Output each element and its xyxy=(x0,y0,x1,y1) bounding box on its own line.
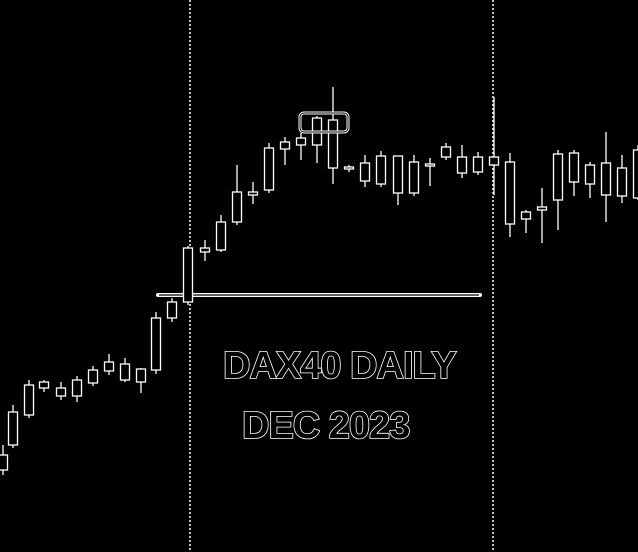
candle-body xyxy=(632,149,638,199)
candle-37 xyxy=(568,150,580,196)
candle-33 xyxy=(504,153,516,237)
candle-body xyxy=(23,384,35,416)
candle-5 xyxy=(55,382,67,400)
candle-34 xyxy=(520,210,532,233)
candle-26 xyxy=(392,155,404,205)
candle-14 xyxy=(199,240,211,261)
candle-18 xyxy=(263,143,275,193)
chart-subtitle: DEC 2023 xyxy=(242,405,409,447)
candle-body xyxy=(408,161,420,194)
candle-body xyxy=(247,191,259,196)
candle-body xyxy=(38,381,50,389)
candle-30 xyxy=(456,145,468,178)
candle-body xyxy=(392,155,404,194)
candle-12 xyxy=(166,298,178,322)
candle-body xyxy=(103,361,115,372)
candle-22 xyxy=(327,87,339,184)
candle-15 xyxy=(215,215,227,252)
candle-2 xyxy=(7,405,19,448)
candle-4 xyxy=(38,380,50,392)
candle-25 xyxy=(375,151,387,187)
candle-19 xyxy=(279,137,291,165)
candle-body xyxy=(504,161,516,225)
title-layer: DAX40 DAILY DEC 2023 xyxy=(222,344,458,448)
candle-body xyxy=(263,147,275,191)
candle-body xyxy=(552,153,564,201)
candle-body xyxy=(182,247,194,303)
candle-31 xyxy=(472,152,484,175)
candle-body xyxy=(87,369,99,384)
candle-body xyxy=(584,164,596,185)
candle-body xyxy=(327,119,339,169)
candle-body xyxy=(150,317,162,371)
candle-body xyxy=(0,454,9,471)
candle-10 xyxy=(135,368,147,393)
candle-body xyxy=(199,247,211,253)
candle-body xyxy=(119,363,131,381)
candle-body xyxy=(55,387,67,397)
candle-body xyxy=(359,162,371,182)
candle-body xyxy=(616,167,628,197)
candle-body xyxy=(166,301,178,319)
candle-24 xyxy=(359,155,371,187)
candle-body xyxy=(568,152,580,183)
candle-29 xyxy=(440,143,452,160)
candle-body xyxy=(375,155,387,185)
candle-38 xyxy=(584,162,596,198)
candle-body xyxy=(424,163,436,167)
candle-body xyxy=(135,368,147,383)
candle-11 xyxy=(150,312,162,374)
candle-23 xyxy=(343,165,355,172)
candle-35 xyxy=(536,188,548,243)
candle-body xyxy=(472,156,484,173)
candle-body xyxy=(279,141,291,150)
candles xyxy=(0,87,638,475)
candle-27 xyxy=(408,155,420,196)
candle-39 xyxy=(600,132,612,222)
candle-16 xyxy=(231,165,243,225)
chart-title: DAX40 DAILY xyxy=(223,345,456,387)
candle-body xyxy=(600,162,612,196)
highlight-box-layer xyxy=(298,111,350,134)
candle-6 xyxy=(71,376,83,402)
candle-body xyxy=(520,211,532,220)
candle-body xyxy=(456,156,468,174)
candle-body xyxy=(440,146,452,158)
candle-body xyxy=(7,411,19,446)
candle-32 xyxy=(488,97,500,195)
candle-body xyxy=(536,206,548,211)
candle-36 xyxy=(552,150,564,230)
candle-17 xyxy=(247,182,259,204)
candle-9 xyxy=(119,358,131,382)
candle-7 xyxy=(87,366,99,386)
candle-20 xyxy=(295,133,307,160)
candle-body xyxy=(71,379,83,397)
highlight-box-inner xyxy=(299,112,349,133)
candle-1 xyxy=(0,445,9,475)
candle-41 xyxy=(632,145,638,200)
candle-13 xyxy=(182,246,194,305)
candle-body xyxy=(231,191,243,223)
candle-body xyxy=(488,156,500,166)
candle-body xyxy=(295,137,307,146)
candle-body xyxy=(343,166,355,170)
candle-body xyxy=(215,221,227,251)
candle-40 xyxy=(616,155,628,203)
candle-3 xyxy=(23,380,35,418)
candle-28 xyxy=(424,158,436,186)
candle-8 xyxy=(103,354,115,375)
